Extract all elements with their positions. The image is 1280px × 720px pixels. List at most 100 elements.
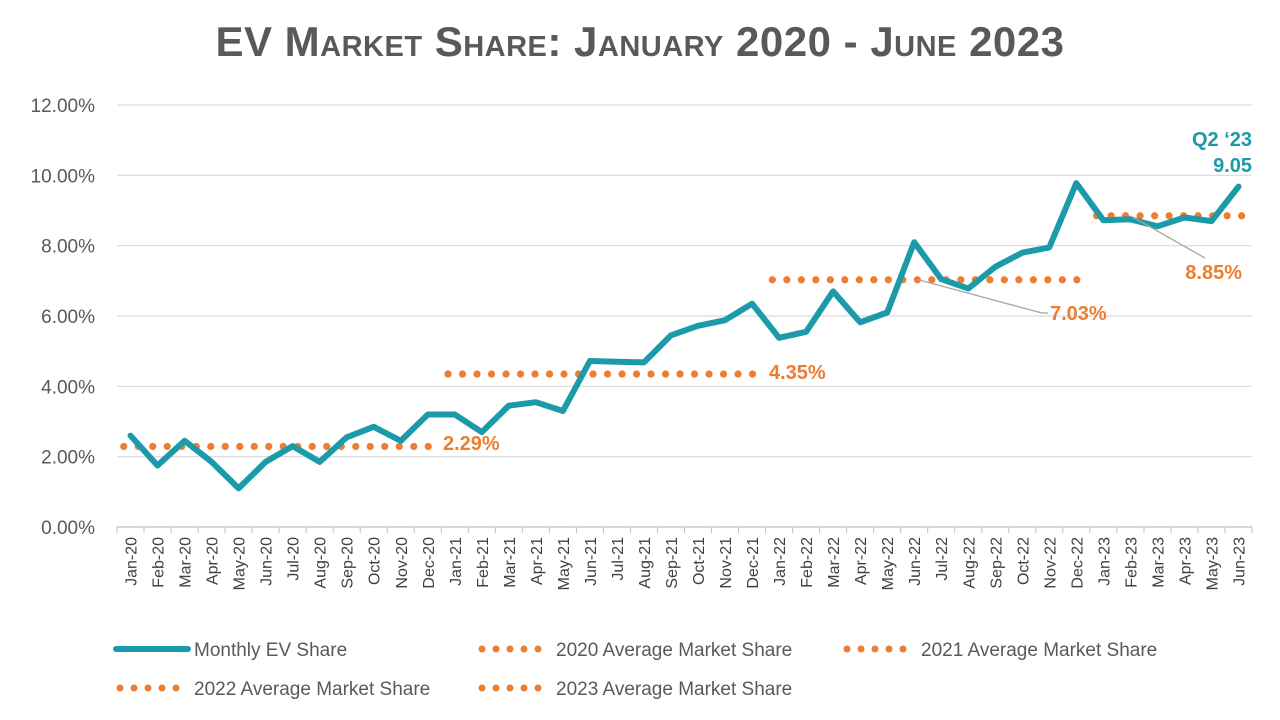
x-tick-label: Mar-22 bbox=[826, 537, 843, 588]
leader-line bbox=[918, 279, 1043, 314]
x-tick-label: Jul-22 bbox=[934, 537, 951, 581]
legend-swatch-dots bbox=[520, 684, 528, 692]
average-dot bbox=[748, 370, 757, 378]
avg-2021-label: 4.35% bbox=[769, 362, 826, 384]
average-dot bbox=[797, 276, 805, 284]
avg-2022-label: 7.03% bbox=[1050, 303, 1107, 325]
average-dot bbox=[841, 276, 849, 284]
average-dot bbox=[502, 370, 510, 378]
average-dot bbox=[632, 370, 641, 378]
legend-swatch-dots bbox=[492, 684, 500, 692]
y-tick-label: 0.00% bbox=[41, 518, 95, 539]
average-dot bbox=[236, 442, 244, 451]
average-dot bbox=[366, 442, 374, 451]
average-dot bbox=[647, 370, 655, 378]
average-dot bbox=[1015, 276, 1023, 284]
x-tick-label: Sep-21 bbox=[664, 537, 681, 589]
average-dot bbox=[690, 370, 699, 378]
x-tick-label: Jan-21 bbox=[448, 537, 465, 586]
x-tick-label: Nov-21 bbox=[718, 537, 735, 589]
x-tick-label: Apr-20 bbox=[205, 537, 222, 585]
average-dot bbox=[676, 370, 684, 378]
average-dot bbox=[1223, 212, 1231, 220]
legend-swatch-dots bbox=[899, 645, 907, 653]
x-tick-label: May-21 bbox=[556, 537, 573, 590]
average-dot bbox=[163, 442, 171, 451]
average-dot bbox=[661, 370, 670, 378]
y-tick-label: 10.00% bbox=[31, 166, 96, 187]
legend-swatch-dots bbox=[144, 684, 152, 692]
average-dot bbox=[149, 442, 157, 451]
x-tick-label: Aug-20 bbox=[313, 537, 330, 589]
x-tick-label: Apr-22 bbox=[853, 537, 870, 585]
legend-swatch-dots bbox=[478, 684, 486, 692]
average-dot bbox=[928, 276, 936, 284]
average-dot bbox=[458, 370, 467, 378]
x-tick-label: Feb-23 bbox=[1123, 537, 1140, 588]
average-dot bbox=[957, 276, 965, 284]
y-tick-label: 2.00% bbox=[41, 448, 95, 469]
avg-2023-label: 8.85% bbox=[1185, 262, 1242, 284]
average-dot bbox=[1238, 212, 1246, 220]
x-tick-label: Mar-21 bbox=[502, 537, 519, 588]
monthly-ev-share-line bbox=[127, 180, 1242, 492]
x-tick-label: May-23 bbox=[1204, 537, 1221, 590]
x-tick-label: Nov-20 bbox=[394, 537, 411, 589]
legend-swatch-dots bbox=[534, 645, 542, 653]
legend-swatch-dots bbox=[534, 684, 542, 692]
average-dot bbox=[884, 276, 892, 284]
average-dot bbox=[352, 442, 360, 451]
legend-label: 2022 Average Market Share bbox=[194, 679, 430, 700]
x-tick-label: Aug-21 bbox=[637, 537, 654, 589]
legend-swatch-dots bbox=[506, 684, 514, 692]
average-dot bbox=[1044, 276, 1052, 284]
average-dot bbox=[444, 370, 452, 378]
average-dot bbox=[531, 370, 539, 378]
x-tick-label: Jul-21 bbox=[610, 537, 627, 581]
x-tick-label: Oct-22 bbox=[1015, 537, 1032, 585]
x-tick-label: May-22 bbox=[880, 537, 897, 590]
legend-swatch-dots bbox=[172, 684, 180, 692]
x-tick-label: Dec-21 bbox=[745, 537, 762, 589]
average-dot bbox=[308, 442, 316, 451]
x-tick-label: Oct-21 bbox=[691, 537, 708, 585]
average-dot bbox=[589, 370, 597, 378]
average-dot bbox=[812, 276, 820, 284]
average-dot bbox=[603, 370, 612, 378]
x-tick-label: Jun-22 bbox=[907, 537, 924, 586]
legend-swatch-dots bbox=[130, 684, 138, 692]
x-tick-label: Jun-20 bbox=[259, 537, 276, 586]
legend-swatch-dots bbox=[506, 645, 514, 653]
average-dot bbox=[323, 442, 331, 451]
average-dot bbox=[1000, 276, 1008, 284]
average-dot bbox=[487, 370, 496, 378]
x-tick-label: Dec-20 bbox=[421, 537, 438, 589]
x-tick-label: Feb-22 bbox=[799, 537, 816, 588]
average-dot bbox=[221, 442, 229, 451]
legend-swatch-dots bbox=[492, 645, 500, 653]
average-dot bbox=[986, 276, 994, 284]
average-dot bbox=[265, 442, 273, 451]
average-dot bbox=[424, 442, 432, 451]
legend-swatch-dots bbox=[843, 645, 851, 653]
x-tick-label: Jun-21 bbox=[583, 537, 600, 586]
leader-line bbox=[1130, 215, 1206, 259]
y-tick-label: 6.00% bbox=[41, 307, 95, 328]
x-tick-label: Apr-23 bbox=[1177, 537, 1194, 585]
average-dot bbox=[1136, 212, 1144, 220]
legend-swatch-dots bbox=[478, 645, 486, 653]
average-dot bbox=[560, 370, 568, 378]
average-dot bbox=[381, 442, 389, 451]
x-tick-label: Dec-22 bbox=[1069, 537, 1086, 589]
legend-label: 2020 Average Market Share bbox=[556, 640, 792, 661]
average-dot bbox=[1151, 212, 1159, 220]
x-tick-label: Jun-23 bbox=[1231, 537, 1248, 586]
average-dot bbox=[913, 276, 921, 284]
legend-swatch-dots bbox=[885, 645, 893, 653]
x-tick-label: Jul-20 bbox=[286, 537, 303, 581]
x-tick-label: Nov-22 bbox=[1042, 537, 1059, 589]
average-dot bbox=[1058, 276, 1066, 284]
average-dot bbox=[855, 276, 863, 284]
average-dot bbox=[870, 276, 878, 284]
